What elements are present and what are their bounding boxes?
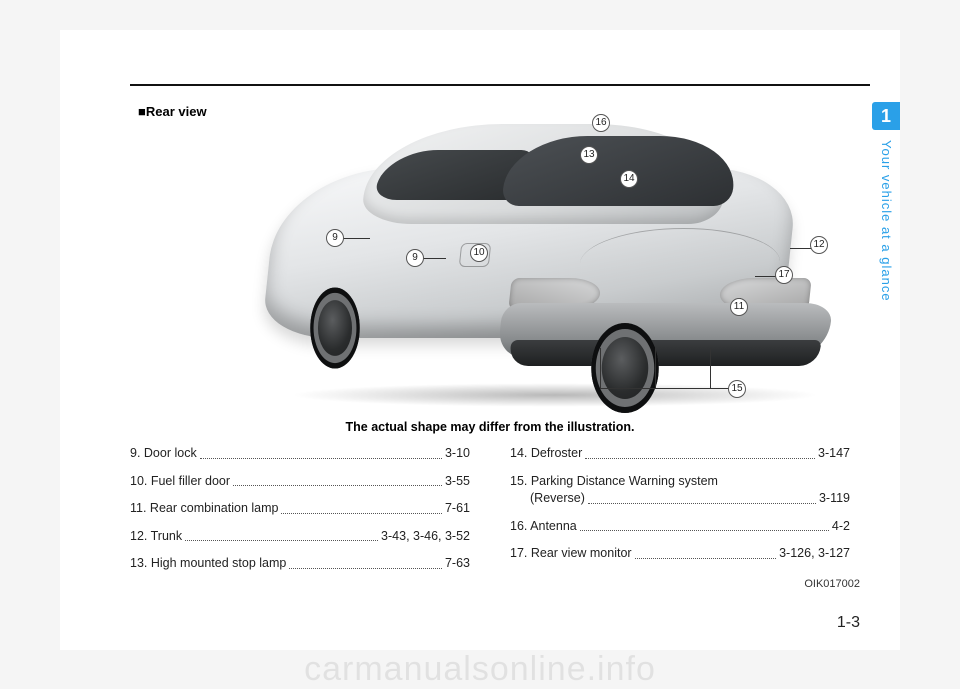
rear-bumper-lower	[509, 340, 822, 366]
figure-label: ■Rear view	[138, 104, 207, 119]
dots	[281, 500, 442, 514]
callout-12: 12	[810, 236, 828, 254]
item-label: 12. Trunk	[130, 528, 182, 546]
dots	[635, 545, 777, 559]
callout-16: 16	[592, 114, 610, 132]
item-ref: 7-63	[445, 555, 470, 573]
lead-9a	[340, 238, 370, 239]
ref-item-rear-view-monitor: 17. Rear view monitor 3-126, 3-127	[510, 545, 850, 563]
ref-item-rear-combo-lamp: 11. Rear combination lamp 7-61	[130, 500, 470, 518]
dots	[233, 473, 442, 487]
dots	[580, 518, 829, 532]
wheel-rear	[591, 323, 659, 413]
lead-15a	[600, 348, 601, 388]
item-ref: 3-10	[445, 445, 470, 463]
item-ref: 3-43, 3-46, 3-52	[381, 528, 470, 546]
column-left: 9. Door lock 3-10 10. Fuel filler door 3-55…	[130, 445, 470, 583]
callout-9: 9	[326, 229, 344, 247]
callout-11: 11	[730, 298, 748, 316]
ref-item-fuel-filler-door: 10. Fuel filler door 3-55	[130, 473, 470, 491]
item-label: 14. Defroster	[510, 445, 582, 463]
ref-item-pdw: 15. Parking Distance Warning system(Reve…	[510, 473, 850, 508]
wheel-front	[310, 288, 360, 369]
watermark: carmanualsonline.info	[0, 650, 960, 689]
lead-15h	[600, 388, 730, 389]
item-label: 9. Door lock	[130, 445, 197, 463]
item-ref: 3-119	[819, 490, 850, 508]
top-rule	[130, 84, 870, 86]
item-label: 16. Antenna	[510, 518, 577, 536]
item-label: 17. Rear view monitor	[510, 545, 632, 563]
dots	[588, 490, 816, 504]
lead-15b	[655, 348, 656, 388]
lead-17	[755, 276, 777, 277]
page-number: 1-3	[837, 614, 860, 632]
section-title: Your vehicle at a glance	[878, 140, 894, 380]
item-label: 15. Parking Distance Warning system	[510, 473, 850, 491]
rear-view-figure: ■Rear view	[130, 102, 850, 452]
dots	[185, 528, 378, 542]
ref-item-door-lock: 9. Door lock 3-10	[130, 445, 470, 463]
callout-9b: 9	[406, 249, 424, 267]
chapter-tab: 1	[872, 102, 900, 130]
callout-14: 14	[620, 170, 638, 188]
item-ref: 4-2	[832, 518, 850, 536]
callout-17: 17	[775, 266, 793, 284]
lead-15c	[710, 348, 711, 388]
column-right: 14. Defroster 3-147 15. Parking Distance W…	[510, 445, 850, 583]
reference-columns: 9. Door lock 3-10 10. Fuel filler door 3-55…	[130, 445, 850, 583]
item-ref: 3-55	[445, 473, 470, 491]
item-ref: 3-147	[818, 445, 850, 463]
ref-item-high-stop-lamp: 13. High mounted stop lamp 7-63	[130, 555, 470, 573]
item-ref: 7-61	[445, 500, 470, 518]
dots	[585, 445, 815, 459]
item-label-cont: (Reverse)	[510, 490, 585, 508]
item-label: 11. Rear combination lamp	[130, 500, 278, 518]
callout-10: 10	[470, 244, 488, 262]
callout-15: 15	[728, 380, 746, 398]
callout-13: 13	[580, 146, 598, 164]
item-ref: 3-126, 3-127	[779, 545, 850, 563]
lead-9b	[422, 258, 446, 259]
dots	[289, 555, 442, 569]
ref-item-trunk: 12. Trunk 3-43, 3-46, 3-52	[130, 528, 470, 546]
figure-code: OIK017002	[804, 578, 860, 590]
manual-page: 1 Your vehicle at a glance ■Rear view	[60, 30, 900, 650]
ref-item-defroster: 14. Defroster 3-147	[510, 445, 850, 463]
car-illustration: 9 9 10 11 12 13 14 15 16 17	[250, 108, 830, 408]
figure-caption: The actual shape may differ from the ill…	[130, 420, 850, 434]
dots	[200, 445, 442, 459]
item-label: 10. Fuel filler door	[130, 473, 230, 491]
rear-window	[501, 136, 738, 206]
item-label: 13. High mounted stop lamp	[130, 555, 286, 573]
ref-item-antenna: 16. Antenna 4-2	[510, 518, 850, 536]
